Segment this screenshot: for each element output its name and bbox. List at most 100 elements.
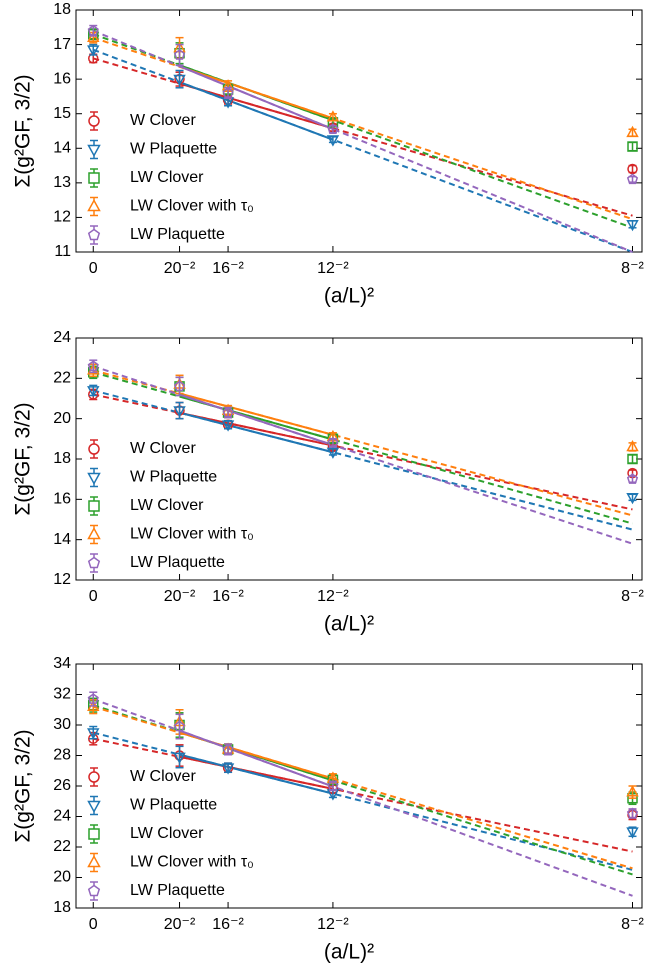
legend-marker (87, 198, 101, 212)
marker (222, 406, 234, 418)
x-tick-label: 8⁻² (621, 588, 644, 605)
y-tick-label: 34 (53, 655, 71, 672)
marker (626, 219, 639, 232)
y-tick-label: 18 (53, 450, 71, 467)
marker (326, 135, 340, 147)
x-tick-label: 12⁻² (317, 588, 349, 605)
marker (626, 439, 639, 452)
marker (627, 141, 638, 152)
fit-line-solid (179, 411, 334, 454)
marker (87, 24, 99, 36)
marker (87, 386, 100, 398)
legend-label: LW Clover (130, 497, 204, 514)
legend-marker (87, 800, 101, 814)
panel: 18 20 22 24 26 28 30 32 34 0 20⁻² 16⁻² 12⁻² 8⁻² (a/L)²… (12, 655, 645, 963)
y-tick-label: 16 (53, 70, 71, 87)
marker (327, 436, 339, 448)
fit-line-solid (179, 65, 334, 131)
x-tick-label: 0 (89, 588, 98, 605)
marker (221, 420, 235, 432)
x-tick-label: 20⁻² (164, 588, 196, 605)
y-tick-label: 12 (53, 571, 71, 588)
legend-label: LW Plaquette (130, 226, 225, 243)
marker (627, 453, 638, 465)
x-axis-label: (a/L)² (324, 941, 374, 964)
legend-label: W Plaquette (130, 469, 217, 486)
marker (626, 827, 639, 839)
y-tick-label: 30 (53, 716, 71, 733)
fit-line-dashed (92, 705, 633, 870)
legend-marker (87, 526, 101, 540)
marker (173, 406, 186, 418)
marker (222, 743, 234, 755)
y-tick-label: 22 (53, 838, 71, 855)
marker (327, 780, 339, 791)
marker (326, 447, 340, 459)
x-tick-label: 16⁻² (212, 916, 244, 933)
legend-label: LW Plaquette (130, 554, 225, 571)
x-tick-label: 8⁻² (621, 916, 644, 933)
x-axis-label: (a/L)² (324, 613, 374, 636)
marker (626, 807, 639, 819)
legend-marker (88, 828, 100, 840)
y-axis-label: Σ(g²GF, 3/2) (12, 74, 35, 187)
x-tick-label: 20⁻² (164, 260, 196, 277)
legend-label: W Plaquette (130, 797, 217, 814)
y-tick-label: 26 (53, 777, 71, 794)
y-tick-label: 20 (53, 869, 71, 886)
panel: 11 12 13 14 15 16 17 18 0 20⁻² 16⁻² 12⁻² 8⁻² (a/L)² Σ(… (12, 1, 645, 307)
x-tick-label: 16⁻² (212, 260, 244, 277)
legend-label: LW Clover (130, 169, 204, 186)
legend-marker (88, 771, 100, 783)
marker (87, 30, 100, 43)
marker (173, 380, 186, 392)
fit-line-solid (179, 65, 334, 120)
marker (87, 693, 99, 704)
marker (327, 123, 339, 135)
marker (222, 87, 234, 98)
plot-frame (75, 663, 643, 909)
x-tick-label: 0 (89, 916, 98, 933)
y-tick-label: 17 (53, 36, 71, 53)
marker (173, 752, 186, 764)
x-tick-label: 8⁻² (621, 260, 644, 277)
legend-label: LW Clover (130, 825, 204, 842)
x-tick-label: 12⁻² (317, 260, 349, 277)
y-tick-label: 18 (53, 1, 71, 18)
panel: 12 14 16 18 20 22 24 0 20⁻² 16⁻² 12⁻² 8⁻² (a/L)² Σ(g²… (12, 329, 645, 635)
fit-line-solid (179, 753, 334, 795)
y-tick-label: 11 (54, 243, 71, 260)
y-axis-label: Σ(g²GF, 3/2) (12, 402, 35, 515)
legend-label: LW Plaquette (130, 882, 225, 899)
legend-marker (88, 500, 100, 512)
x-axis-label: (a/L)² (324, 285, 374, 308)
y-tick-label: 20 (53, 410, 71, 427)
legend-marker (87, 228, 101, 241)
legend-marker (87, 144, 101, 158)
marker (626, 492, 639, 505)
marker (173, 720, 186, 732)
legend-label: W Clover (130, 440, 196, 457)
y-tick-label: 15 (53, 105, 71, 122)
y-tick-label: 16 (53, 491, 71, 508)
legend-label: W Clover (130, 112, 196, 129)
x-tick-label: 0 (89, 260, 98, 277)
fit-line-solid (179, 81, 334, 141)
y-tick-label: 22 (53, 370, 71, 387)
marker (87, 360, 99, 371)
marker (626, 785, 639, 797)
legend-label: W Plaquette (130, 141, 217, 158)
x-tick-label: 20⁻² (164, 916, 196, 933)
y-tick-label: 12 (53, 209, 71, 226)
marker (626, 173, 639, 185)
y-tick-label: 24 (53, 329, 71, 346)
marker (626, 473, 639, 484)
marker (87, 45, 100, 57)
legend-marker (87, 854, 101, 868)
y-tick-label: 18 (53, 899, 71, 916)
marker (221, 763, 235, 775)
legend-label: LW Clover with τ₀ (130, 198, 254, 215)
y-tick-label: 14 (53, 140, 71, 157)
marker (87, 728, 100, 740)
